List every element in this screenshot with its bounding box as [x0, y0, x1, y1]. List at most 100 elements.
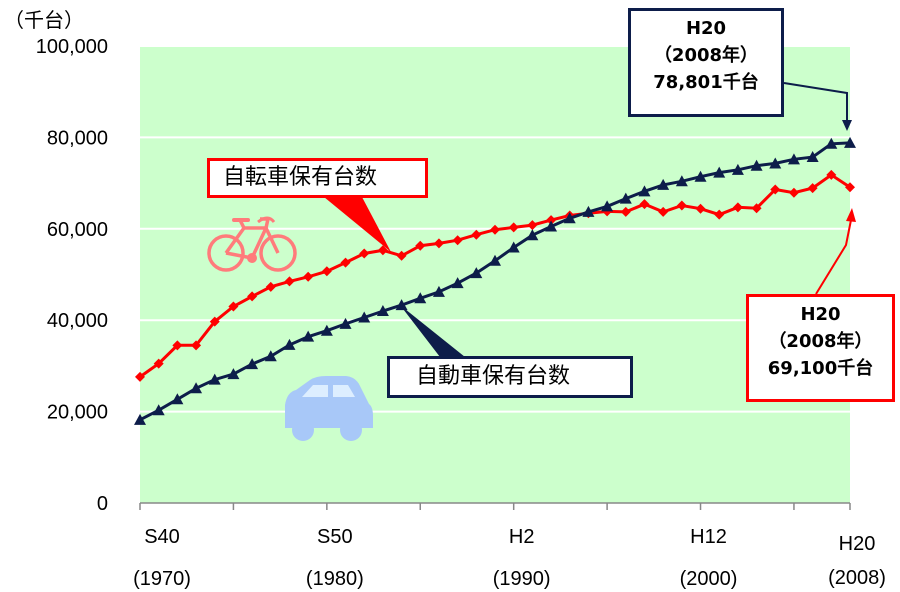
data-point — [489, 254, 501, 266]
data-point — [283, 338, 296, 350]
data-point — [527, 220, 538, 231]
data-point — [658, 206, 669, 217]
data-point — [172, 340, 183, 351]
bicycle-note-arrow — [815, 219, 852, 295]
bicycle-series-label: 自転車保有台数 — [207, 158, 428, 198]
car-series-label-text: 自動車保有台数 — [416, 364, 571, 389]
data-point — [788, 187, 799, 198]
data-point — [806, 151, 819, 163]
data-point — [209, 316, 220, 327]
data-point — [303, 271, 314, 282]
x-tick-label-era: H20 — [839, 533, 876, 555]
bicycle-2008-annotation: H20 （2008年） 69,100千台 — [746, 294, 895, 402]
data-point — [601, 200, 614, 212]
data-point — [471, 229, 482, 240]
data-point — [396, 250, 407, 261]
data-point — [582, 205, 595, 217]
y-axis-unit-label: （千台） — [4, 8, 84, 32]
data-point — [358, 311, 371, 323]
car-note-era: H20 — [685, 18, 727, 39]
data-point — [770, 184, 781, 195]
data-point — [750, 159, 763, 171]
data-point — [302, 330, 315, 342]
data-point — [526, 229, 539, 241]
bicycle-note-arrowhead — [846, 208, 856, 222]
bike-note-year: （2008年） — [768, 331, 873, 352]
series-triangle — [134, 136, 856, 425]
bicycle-icon — [207, 216, 297, 272]
data-point — [228, 301, 239, 312]
y-tick-label: 60,000 — [47, 219, 108, 241]
data-point — [171, 393, 184, 405]
data-point — [825, 137, 838, 149]
x-tick-label-era: H12 — [690, 526, 727, 548]
data-point — [470, 267, 483, 279]
data-point — [247, 291, 258, 302]
y-axis-ticks: 0 20,000 40,000 60,000 80,000 100,000 — [36, 36, 108, 515]
data-point — [340, 257, 351, 268]
x-tick-label-era: S40 — [144, 526, 180, 548]
data-point — [339, 317, 352, 329]
data-point — [152, 404, 165, 416]
data-point — [731, 163, 744, 175]
data-point — [190, 382, 203, 394]
data-point — [508, 222, 519, 233]
data-point — [751, 203, 762, 214]
data-point — [135, 371, 145, 382]
data-point — [227, 368, 240, 380]
x-tick-label-year: (1990) — [493, 568, 551, 590]
data-point — [845, 182, 855, 193]
data-point — [619, 192, 632, 204]
car-icon — [285, 376, 373, 441]
car-label-pointer — [400, 305, 465, 357]
data-point — [639, 199, 650, 210]
data-point — [376, 305, 389, 317]
data-point — [451, 277, 464, 289]
data-point — [675, 175, 688, 187]
data-point — [265, 281, 276, 292]
x-axis: S40 (1970) S50 (1980) H2 (1990) H12 (2000) H20 (2… — [133, 502, 886, 590]
data-point — [134, 413, 146, 425]
x-tick-label-year: (1970) — [133, 568, 191, 590]
data-point — [826, 169, 837, 180]
bicycle-series-label-text: 自転車保有台数 — [223, 165, 378, 190]
data-point — [452, 235, 463, 246]
car-note-arrow — [783, 82, 848, 121]
callout-pointers — [324, 82, 856, 357]
data-point — [321, 266, 332, 277]
data-point — [563, 212, 576, 224]
data-point — [414, 292, 427, 304]
data-point — [395, 299, 408, 311]
data-point — [264, 350, 277, 362]
bicycle-label-pointer — [324, 197, 391, 252]
x-tick-label-era: S50 — [317, 526, 353, 548]
x-tick-label-year: (2008) — [828, 567, 886, 589]
data-point — [620, 206, 631, 217]
car-2008-annotation: H20 （2008年） 78,801千台 — [628, 8, 784, 117]
data-point — [844, 136, 856, 148]
data-point — [714, 209, 725, 220]
data-point — [415, 240, 426, 251]
data-point — [284, 276, 295, 287]
data-point — [769, 157, 782, 169]
data-point — [713, 166, 726, 178]
y-tick-label: 0 — [97, 493, 108, 515]
series-layer — [134, 136, 856, 425]
bike-note-value: 69,100千台 — [767, 358, 874, 379]
car-note-value: 78,801千台 — [653, 72, 759, 93]
data-point — [732, 202, 743, 213]
x-tick-label-year: (1980) — [306, 568, 364, 590]
data-point — [694, 170, 707, 182]
data-point — [676, 200, 687, 211]
data-point — [246, 358, 259, 370]
data-point — [807, 183, 818, 194]
car-note-arrowhead — [842, 120, 852, 131]
data-point — [208, 373, 221, 385]
data-point — [433, 238, 444, 249]
data-point — [657, 178, 670, 190]
bike-note-era: H20 — [800, 304, 841, 325]
data-point — [191, 340, 202, 351]
series-diamond — [135, 169, 855, 382]
data-point — [638, 185, 651, 197]
